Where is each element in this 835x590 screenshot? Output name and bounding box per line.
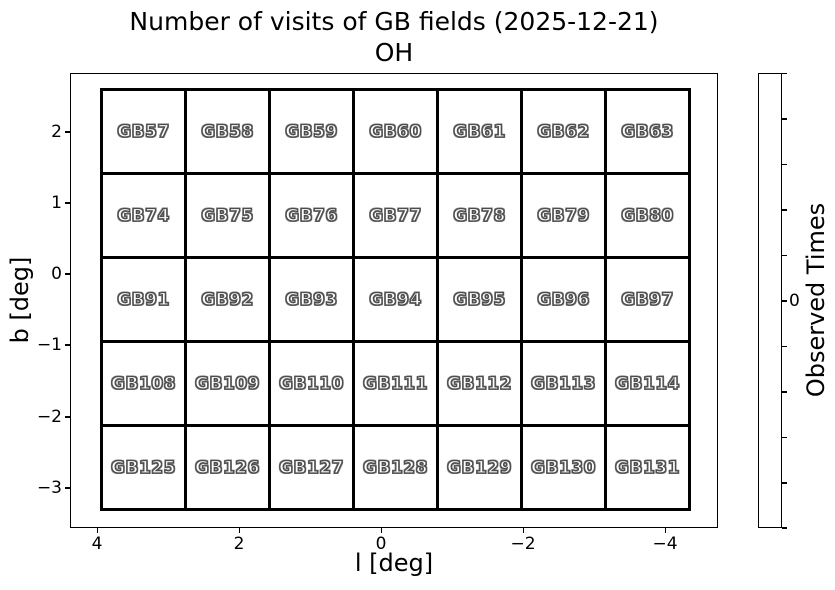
- y-tick-label: 0: [51, 264, 62, 284]
- field-cell: GB91: [103, 259, 184, 340]
- colorbar-tick-mark: [782, 300, 787, 302]
- colorbar-tick-mark: [782, 436, 787, 438]
- field-cell: GB63: [607, 91, 688, 172]
- field-cell: GB128: [355, 427, 436, 508]
- field-cell: GB108: [103, 343, 184, 424]
- x-tick-mark: [522, 528, 524, 533]
- x-tick-label: −2: [510, 534, 536, 554]
- field-cell: GB60: [355, 91, 436, 172]
- field-cell: GB131: [607, 427, 688, 508]
- y-tick-mark: [65, 273, 70, 275]
- field-cell: GB92: [187, 259, 268, 340]
- colorbar-tick-mark: [782, 482, 787, 484]
- x-tick-mark: [96, 528, 98, 533]
- field-cell: GB76: [271, 175, 352, 256]
- y-tick-label: −2: [36, 407, 62, 427]
- field-cell: GB93: [271, 259, 352, 340]
- colorbar-tick-mark: [782, 345, 787, 347]
- y-tick-label: 1: [51, 193, 62, 213]
- field-cell: GB127: [271, 427, 352, 508]
- colorbar-tick-mark: [782, 163, 787, 165]
- x-tick-label: 2: [233, 534, 245, 554]
- colorbar-axis-label: Observed Times: [802, 202, 830, 398]
- field-cell: GB125: [103, 427, 184, 508]
- field-cell: GB75: [187, 175, 268, 256]
- chart-title-line1: Number of visits of GB fields (2025-12-2…: [129, 7, 659, 36]
- colorbar-tick-label: 0: [789, 291, 800, 311]
- field-cell: GB113: [523, 343, 604, 424]
- field-cell: GB79: [523, 175, 604, 256]
- field-cell: GB94: [355, 259, 436, 340]
- colorbar-tick-mark: [782, 391, 787, 393]
- x-tick-label: −4: [652, 534, 678, 554]
- field-cell: GB58: [187, 91, 268, 172]
- field-cell: GB57: [103, 91, 184, 172]
- field-cell: GB112: [439, 343, 520, 424]
- field-cell: GB95: [439, 259, 520, 340]
- field-cell: GB126: [187, 427, 268, 508]
- field-cell: GB111: [355, 343, 436, 424]
- colorbar-tick-mark: [782, 209, 787, 211]
- x-tick-mark: [380, 528, 382, 533]
- field-cell: GB59: [271, 91, 352, 172]
- x-axis-label: l [deg]: [354, 549, 434, 577]
- chart-title-line2: OH: [374, 38, 414, 67]
- field-cell: GB74: [103, 175, 184, 256]
- x-tick-label: 4: [91, 534, 103, 554]
- y-tick-mark: [65, 202, 70, 204]
- chart-title: Number of visits of GB fields (2025-12-2…: [70, 6, 718, 68]
- y-tick-mark: [65, 131, 70, 133]
- field-cell: GB62: [523, 91, 604, 172]
- field-cell: GB61: [439, 91, 520, 172]
- field-cell: GB96: [523, 259, 604, 340]
- y-tick-mark: [65, 344, 70, 346]
- colorbar-tick-mark: [782, 72, 787, 74]
- field-cell: GB77: [355, 175, 436, 256]
- y-axis-label: b [deg]: [6, 256, 34, 344]
- colorbar-tick-mark: [782, 118, 787, 120]
- x-tick-label: 0: [375, 534, 387, 554]
- field-cell: GB97: [607, 259, 688, 340]
- colorbar-tick-mark: [782, 254, 787, 256]
- field-cell: GB110: [271, 343, 352, 424]
- y-tick-mark: [65, 487, 70, 489]
- x-tick-mark: [664, 528, 666, 533]
- y-tick-label: 2: [51, 122, 62, 142]
- colorbar: [758, 73, 782, 528]
- y-tick-label: −1: [36, 335, 62, 355]
- colorbar-tick-mark: [782, 527, 787, 529]
- y-tick-label: −3: [36, 478, 62, 498]
- field-cell: GB130: [523, 427, 604, 508]
- field-cell: GB80: [607, 175, 688, 256]
- x-tick-mark: [238, 528, 240, 533]
- y-tick-mark: [65, 416, 70, 418]
- field-cell: GB114: [607, 343, 688, 424]
- field-grid: GB57 GB58 GB59 GB60 GB61 GB62 GB63 GB74 …: [100, 88, 691, 511]
- field-cell: GB109: [187, 343, 268, 424]
- field-cell: GB78: [439, 175, 520, 256]
- field-cell: GB129: [439, 427, 520, 508]
